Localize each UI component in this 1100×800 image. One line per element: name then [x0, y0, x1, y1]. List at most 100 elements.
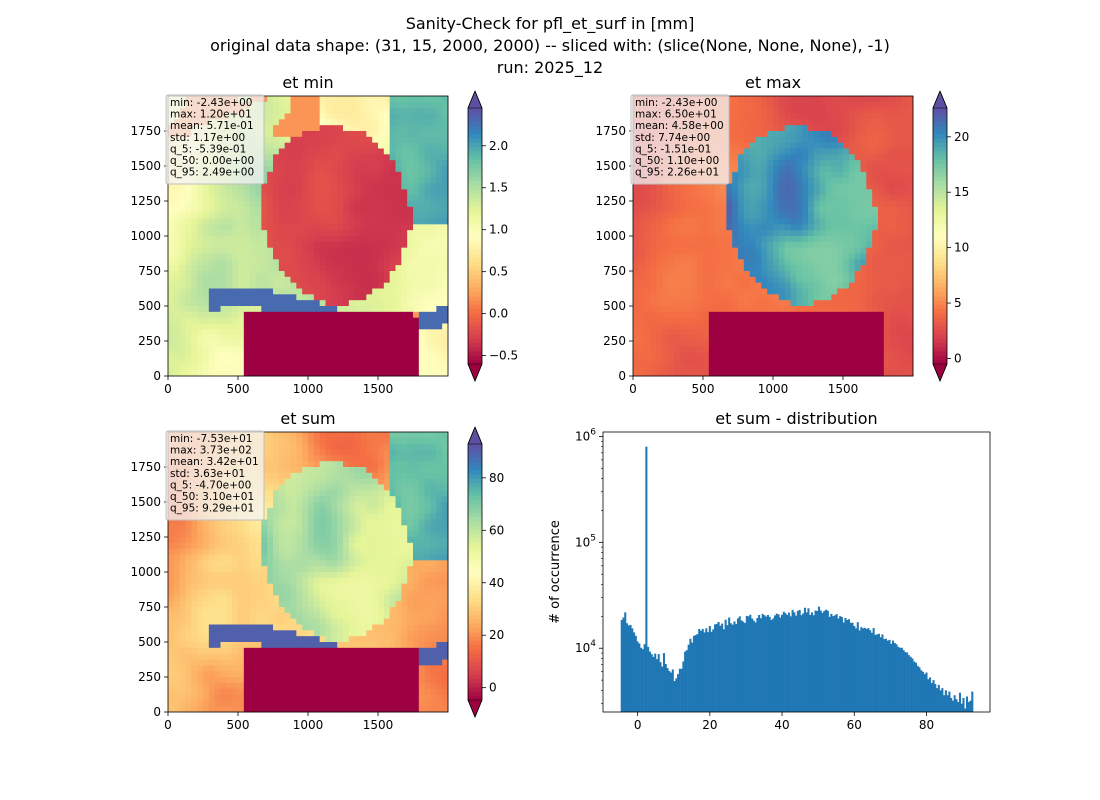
heatmap-cell	[708, 311, 716, 319]
heatmap-cell	[442, 364, 449, 371]
heatmap-cell	[866, 241, 873, 249]
heatmap-cell	[895, 300, 902, 307]
heatmap-cell	[214, 183, 221, 190]
heatmap-cell	[825, 183, 832, 190]
heatmap-cell	[267, 311, 274, 319]
heatmap-cell	[337, 241, 344, 249]
heatmap-cell	[436, 352, 443, 359]
heatmap-cell	[267, 253, 274, 260]
heatmap-cell	[168, 300, 175, 307]
heatmap-cell	[883, 247, 891, 254]
heatmap-cell	[738, 160, 745, 167]
heatmap-cell	[267, 271, 274, 278]
heatmap-cell	[633, 323, 640, 330]
heatmap-cell	[325, 136, 332, 144]
heatmap-cell	[348, 131, 356, 138]
heatmap-cell	[168, 288, 175, 295]
heatmap-cell	[802, 247, 809, 254]
heatmap-cell	[436, 271, 443, 278]
heatmap-cell	[173, 346, 181, 354]
heatmap-cell	[360, 230, 367, 237]
heatmap-cell	[267, 218, 274, 225]
heatmap-cell	[790, 189, 797, 196]
heatmap-cell	[378, 183, 385, 190]
heatmap-cell	[708, 253, 716, 260]
heatmap-cell	[208, 224, 216, 231]
heatmap-cell	[413, 432, 420, 439]
heatmap-cell	[418, 253, 426, 260]
heatmap-cell	[208, 253, 216, 260]
heatmap-cell	[662, 282, 669, 289]
heatmap-cell	[802, 101, 809, 109]
heatmap-cell	[366, 183, 373, 190]
heatmap-cell	[767, 177, 774, 184]
heatmap-cell	[650, 253, 657, 260]
heatmap-cell	[673, 282, 681, 289]
heatmap-cell	[348, 142, 356, 149]
heatmap-cell	[679, 276, 686, 284]
heatmap-cell	[843, 271, 850, 278]
heatmap-cell	[761, 154, 768, 161]
heatmap-cell	[691, 311, 698, 319]
heatmap-cell	[819, 288, 826, 295]
heatmap-cell	[644, 206, 651, 214]
heatmap-cell	[662, 364, 669, 371]
heatmap-cell	[895, 247, 902, 254]
heatmap-cell	[354, 311, 361, 319]
heatmap-cell	[778, 171, 786, 179]
heatmap-cell	[407, 323, 414, 330]
heatmap-cell	[679, 224, 686, 231]
heatmap-cell	[313, 300, 321, 307]
heatmap-cell	[720, 218, 727, 225]
heatmap-cell	[343, 183, 350, 190]
heatmap-cell	[401, 119, 408, 126]
heatmap-cell	[831, 236, 838, 243]
heatmap-cell	[214, 370, 221, 377]
heatmap-cell	[808, 341, 815, 348]
heatmap-cell	[284, 335, 291, 342]
heatmap-cell	[378, 189, 385, 196]
heatmap-cell	[191, 195, 198, 202]
heatmap-cell	[348, 224, 356, 231]
heatmap-cell	[796, 96, 803, 103]
heatmap-cell	[668, 259, 675, 266]
heatmap-cell	[889, 230, 896, 237]
heatmap-cell	[278, 107, 286, 114]
heatmap-cell	[232, 364, 239, 371]
heatmap-cell	[907, 259, 914, 266]
heatmap-cell	[691, 212, 698, 219]
heatmap-cell	[866, 253, 873, 260]
heatmap-cell	[278, 224, 286, 231]
heatmap-cell	[633, 230, 640, 237]
heatmap-cell	[784, 136, 791, 144]
heatmap-cell	[668, 329, 675, 336]
heatmap-cell	[214, 358, 221, 365]
heatmap-cell	[773, 131, 780, 138]
heatmap-cell	[843, 341, 850, 348]
heatmap-cell	[790, 241, 797, 249]
heatmap-cell	[220, 294, 227, 301]
heatmap-cell	[825, 265, 832, 272]
heatmap-cell	[767, 241, 774, 249]
heatmap-cell	[407, 265, 414, 272]
heatmap-cell	[650, 201, 657, 208]
heatmap-cell	[878, 125, 885, 132]
heatmap-cell	[732, 253, 739, 260]
heatmap-cell	[767, 206, 774, 214]
heatmap-cell	[354, 259, 361, 266]
heatmap-cell	[860, 265, 867, 272]
heatmap-cell	[296, 300, 303, 307]
heatmap-cell	[848, 358, 856, 365]
heatmap-cell	[691, 335, 698, 342]
heatmap-cell	[633, 212, 640, 219]
heatmap-cell	[860, 241, 867, 249]
heatmap-cell	[436, 101, 443, 109]
colorbar-segment	[933, 193, 947, 199]
heatmap-cell	[278, 131, 286, 138]
colorbar-segment	[933, 201, 947, 207]
heatmap-cell	[395, 154, 402, 161]
heatmap-cell	[720, 253, 727, 260]
heatmap-cell	[697, 370, 704, 377]
heatmap-cell	[348, 189, 356, 196]
heatmap-cell	[761, 259, 768, 266]
